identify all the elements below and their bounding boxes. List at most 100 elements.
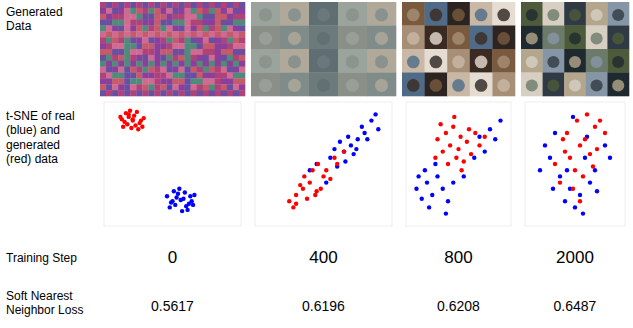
- point: [578, 143, 582, 147]
- point: [305, 197, 309, 201]
- point: [324, 168, 328, 172]
- point: [121, 125, 125, 129]
- point: [129, 126, 133, 130]
- point: [423, 168, 427, 172]
- point: [173, 203, 177, 207]
- point: [128, 108, 132, 112]
- point: [420, 197, 424, 201]
- point: [369, 118, 373, 122]
- point: [132, 113, 136, 117]
- point: [291, 205, 295, 209]
- point: [430, 193, 434, 197]
- point: [294, 201, 298, 205]
- point: [287, 199, 291, 203]
- point: [446, 199, 450, 203]
- point: [563, 149, 567, 153]
- point: [543, 143, 547, 147]
- plot-frame: [406, 102, 511, 226]
- point: [125, 122, 129, 126]
- generated-images: [521, 2, 629, 96]
- point: [538, 168, 542, 172]
- point: [593, 168, 597, 172]
- point: [298, 183, 302, 187]
- point: [565, 168, 569, 172]
- point: [191, 203, 195, 207]
- point: [444, 131, 448, 135]
- point: [581, 211, 585, 215]
- scatter-points: [538, 112, 612, 216]
- point: [433, 156, 437, 160]
- point: [467, 127, 471, 131]
- point: [351, 152, 355, 156]
- point: [321, 174, 325, 178]
- row-label: Training Step: [6, 251, 77, 265]
- point: [441, 149, 445, 153]
- point: [561, 137, 565, 141]
- point: [608, 156, 612, 160]
- point: [414, 187, 418, 191]
- point: [425, 180, 429, 184]
- point: [498, 118, 502, 122]
- point: [120, 117, 124, 121]
- loss-value: 0.6487: [554, 298, 597, 314]
- point: [553, 131, 557, 135]
- point: [165, 194, 169, 198]
- point: [435, 174, 439, 178]
- figure: GeneratedDatat-SNE of real(blue) andgene…: [0, 0, 633, 328]
- point: [136, 127, 140, 131]
- point: [342, 149, 346, 153]
- point: [477, 143, 481, 147]
- point: [583, 137, 587, 141]
- point: [583, 156, 587, 160]
- point: [488, 127, 492, 131]
- point: [446, 162, 450, 166]
- point: [342, 149, 346, 153]
- point: [169, 200, 173, 204]
- point: [172, 189, 176, 193]
- point: [137, 121, 141, 125]
- point: [185, 208, 189, 212]
- point: [575, 118, 579, 122]
- generated-images: [402, 2, 515, 96]
- point: [591, 164, 595, 168]
- point: [302, 174, 306, 178]
- point: [324, 180, 328, 184]
- point: [313, 193, 317, 197]
- point: [180, 209, 184, 213]
- point: [451, 180, 455, 184]
- training-step: 0: [168, 248, 177, 267]
- point: [448, 143, 452, 147]
- point: [585, 112, 589, 116]
- point: [469, 152, 473, 156]
- point: [354, 147, 358, 151]
- point: [456, 147, 460, 151]
- point: [319, 187, 323, 191]
- point: [588, 180, 592, 184]
- point: [454, 156, 458, 160]
- point: [571, 187, 575, 191]
- point: [473, 131, 477, 135]
- point: [332, 156, 336, 160]
- point: [140, 125, 144, 129]
- point: [603, 143, 607, 147]
- point: [168, 205, 172, 209]
- point: [328, 177, 332, 181]
- point: [493, 137, 497, 141]
- point: [335, 162, 339, 166]
- point: [603, 131, 607, 135]
- point: [301, 187, 305, 191]
- scatter-points: [287, 112, 380, 209]
- point: [452, 115, 456, 119]
- point: [565, 131, 569, 135]
- point: [124, 111, 128, 115]
- training-step: 800: [444, 248, 472, 267]
- point: [458, 135, 462, 139]
- point: [435, 137, 439, 141]
- generated-images: [251, 2, 396, 96]
- point: [581, 174, 585, 178]
- point: [548, 156, 552, 160]
- row-label: GeneratedData: [6, 5, 63, 33]
- point: [598, 118, 602, 122]
- training-step: 400: [309, 248, 337, 267]
- point: [451, 125, 455, 129]
